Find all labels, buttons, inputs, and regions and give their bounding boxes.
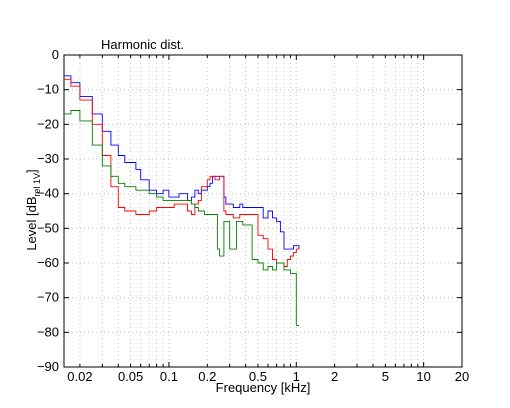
x-axis-title: Frequency [kHz]	[216, 380, 311, 395]
y-tick-label: −70	[37, 290, 59, 305]
y-tick-label: −30	[37, 151, 59, 166]
y-axis-title-main: Level [dB	[24, 196, 39, 250]
y-tick-label: −80	[37, 324, 59, 339]
y-axis-title-close: ]	[24, 169, 39, 173]
y-tick-label: −10	[37, 82, 59, 97]
x-tick-label: 0.05	[118, 369, 143, 384]
x-tick-label: 1	[293, 369, 300, 384]
x-tick-label: 20	[455, 369, 469, 384]
y-tick-label: −60	[37, 255, 59, 270]
x-tick-label: 5	[382, 369, 389, 384]
y-tick-label: −20	[37, 116, 59, 131]
y-tick-label: −50	[37, 220, 59, 235]
x-tick-label: 0.5	[249, 369, 267, 384]
series-line-2	[64, 78, 299, 267]
x-tick-label: 10	[416, 369, 430, 384]
y-axis-title-subscript: rel 1V	[32, 173, 42, 197]
chart-title: Harmonic dist.	[101, 37, 184, 52]
x-tick-label: 0.02	[67, 369, 92, 384]
y-tick-label: 0	[52, 47, 59, 62]
x-tick-label: 0.2	[198, 369, 216, 384]
plot-frame	[63, 54, 463, 368]
axis-ticks	[64, 54, 463, 368]
x-tick-label: 0.1	[160, 369, 178, 384]
y-tick-label: −40	[37, 186, 59, 201]
series-lines	[64, 75, 300, 326]
x-tick-label: 2	[331, 369, 338, 384]
y-axis-title: Level [dBrel 1V]	[24, 169, 42, 250]
y-tick-label: −90	[37, 359, 59, 374]
series-line-3	[64, 110, 299, 326]
series-line-1	[64, 75, 300, 250]
tick-labels: 0 −10 −20 −30 −40 −50 −60 −70 −80 −90 0.02 0.05 0.1 0…	[37, 47, 469, 384]
